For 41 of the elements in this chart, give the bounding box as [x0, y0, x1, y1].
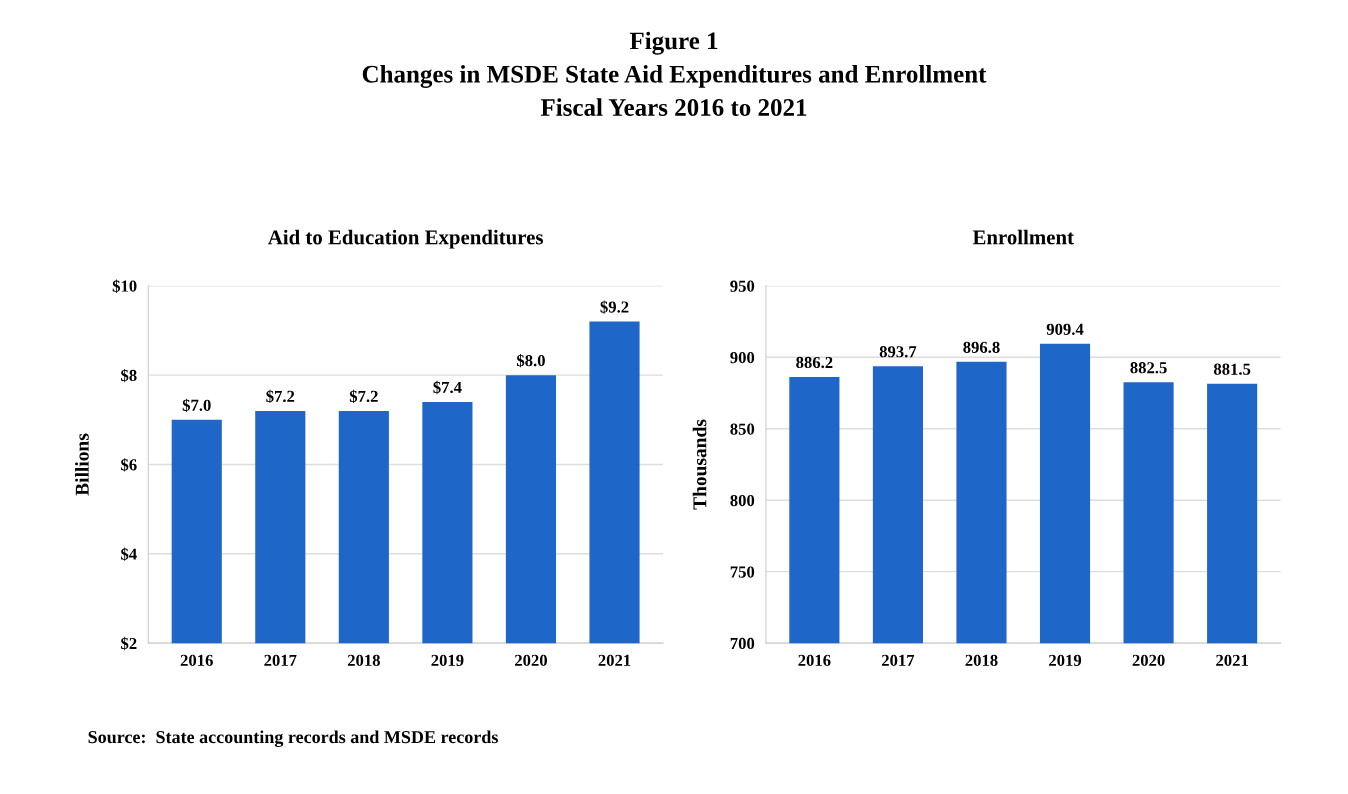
- caption: Figure 1 Changes in MSDE State Aid Expenditures and Enrollment Fiscal Years 2016 to 2021: [362, 31, 987, 116]
- source-note: Source: State accounting records and MSDE records: [88, 730, 498, 747]
- x-tick-label: 2017: [264, 654, 297, 666]
- y-tick-label: $2: [121, 636, 137, 651]
- data-label: $7.2: [349, 389, 378, 404]
- y-tick-label: $10: [112, 279, 137, 293]
- y-tick-label: $6: [121, 458, 137, 472]
- chart-title: Enrollment: [972, 229, 1074, 245]
- y-tick-label: 750: [730, 566, 755, 578]
- x-tick-label: 2018: [965, 654, 998, 666]
- x-tick-label: 2017: [881, 654, 915, 666]
- y-axis-title: Billions: [75, 433, 89, 496]
- y-tick-label: $8: [121, 368, 137, 383]
- x-tick-label: 2021: [598, 654, 631, 666]
- x-tick-label: 2019: [431, 654, 464, 666]
- data-label: $8.0: [516, 353, 545, 368]
- y-tick-label: 700: [730, 637, 755, 650]
- data-label: $7.0: [182, 398, 211, 412]
- y-tick-label: $4: [121, 547, 137, 561]
- y-tick-label: 850: [730, 423, 755, 435]
- data-label: 893.7: [879, 346, 917, 358]
- y-tick-label: 950: [730, 280, 755, 292]
- x-tick-label: 2021: [1216, 654, 1248, 666]
- x-tick-label: 2019: [1049, 654, 1082, 666]
- data-label: $7.2: [266, 389, 295, 404]
- x-tick-label: 2020: [1132, 654, 1165, 666]
- data-label: 881.5: [1213, 363, 1251, 375]
- y-tick-label: 800: [730, 494, 755, 507]
- data-label: 882.5: [1130, 362, 1167, 374]
- data-label: $7.4: [433, 380, 462, 395]
- x-tick-label: 2016: [180, 654, 213, 666]
- y-tick-label: 900: [730, 352, 755, 364]
- data-label: 909.4: [1046, 323, 1084, 335]
- x-tick-label: 2018: [347, 654, 380, 666]
- data-label: 886.2: [796, 356, 833, 369]
- x-tick-label: 2020: [514, 654, 547, 666]
- chart-title: Aid to Education Expenditures: [267, 229, 543, 249]
- data-label: $9.2: [600, 300, 629, 314]
- data-label: 896.8: [963, 341, 1000, 354]
- y-axis-title: Thousands: [692, 419, 707, 510]
- x-tick-label: 2016: [798, 654, 831, 666]
